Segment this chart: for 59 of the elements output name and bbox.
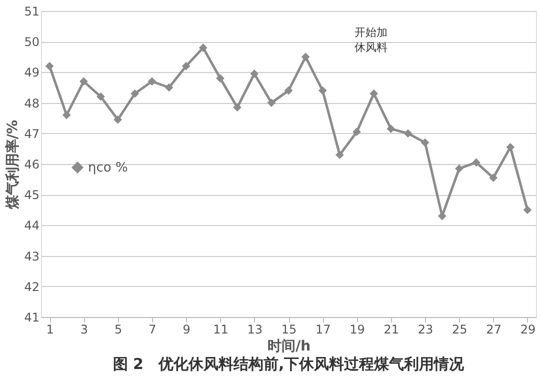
x-tick-label: 11: [213, 322, 228, 336]
point: [336, 150, 344, 160]
point: [318, 86, 327, 95]
x-tick-label: 19: [350, 322, 365, 336]
point: [182, 62, 190, 70]
point: [198, 44, 208, 52]
point: [455, 164, 464, 173]
point: [216, 74, 224, 83]
y-tick-label: 51: [24, 4, 40, 18]
point: [96, 92, 105, 101]
x-tick-label: 5: [114, 322, 122, 336]
y-tick-label: 41: [24, 310, 40, 324]
point: [284, 86, 293, 95]
x-tick-label: 3: [80, 322, 88, 336]
x-tick-label: 27: [486, 322, 502, 336]
x-tick-label: 13: [247, 322, 263, 336]
y-tick-label: 47: [24, 126, 40, 141]
point: [130, 89, 140, 98]
y-tick-label: 48: [24, 96, 40, 110]
y-tick-label: 46: [24, 158, 40, 172]
y-axis-title: 煤气利用率/%: [4, 120, 22, 210]
point: [506, 142, 515, 152]
point: [79, 77, 88, 86]
point: [267, 98, 276, 107]
y-tick-label: 50: [24, 35, 40, 50]
point: [523, 206, 532, 214]
legend-label: ηco %: [88, 160, 128, 176]
y-tick-label: 44: [24, 218, 40, 233]
point: [404, 129, 412, 138]
x-tick-label: 25: [452, 322, 468, 336]
point: [45, 62, 54, 70]
point: [489, 174, 498, 182]
annotation: 开始加休风料: [354, 26, 388, 54]
point: [114, 115, 122, 124]
x-tick-label: 29: [520, 322, 536, 336]
point: [386, 124, 396, 133]
point: [420, 138, 430, 147]
point: [148, 77, 156, 86]
x-tick-label: 17: [315, 322, 331, 336]
point: [472, 158, 480, 167]
y-tick-label: 49: [24, 66, 40, 80]
x-tick-label: 23: [418, 322, 434, 336]
x-axis-title: 时间/h: [267, 338, 311, 354]
point: [62, 110, 71, 120]
point: [301, 52, 310, 62]
x-tick-label: 1: [46, 322, 54, 336]
y-tick-label: 42: [24, 280, 40, 294]
x-tick-label: 7: [148, 322, 156, 336]
caption: 图 2 优化休风料结构前,下休风料过程煤气利用情况: [112, 355, 466, 373]
y-tick-label: 43: [24, 249, 40, 264]
x-tick-label: 15: [281, 322, 297, 336]
point: [370, 89, 378, 98]
x-tick-label: 9: [182, 322, 190, 336]
y-tick-label: 45: [24, 188, 40, 202]
point: [352, 128, 361, 136]
point: [233, 103, 242, 112]
point: [250, 70, 259, 78]
x-tick-label: 21: [384, 322, 400, 336]
point: [164, 83, 174, 92]
